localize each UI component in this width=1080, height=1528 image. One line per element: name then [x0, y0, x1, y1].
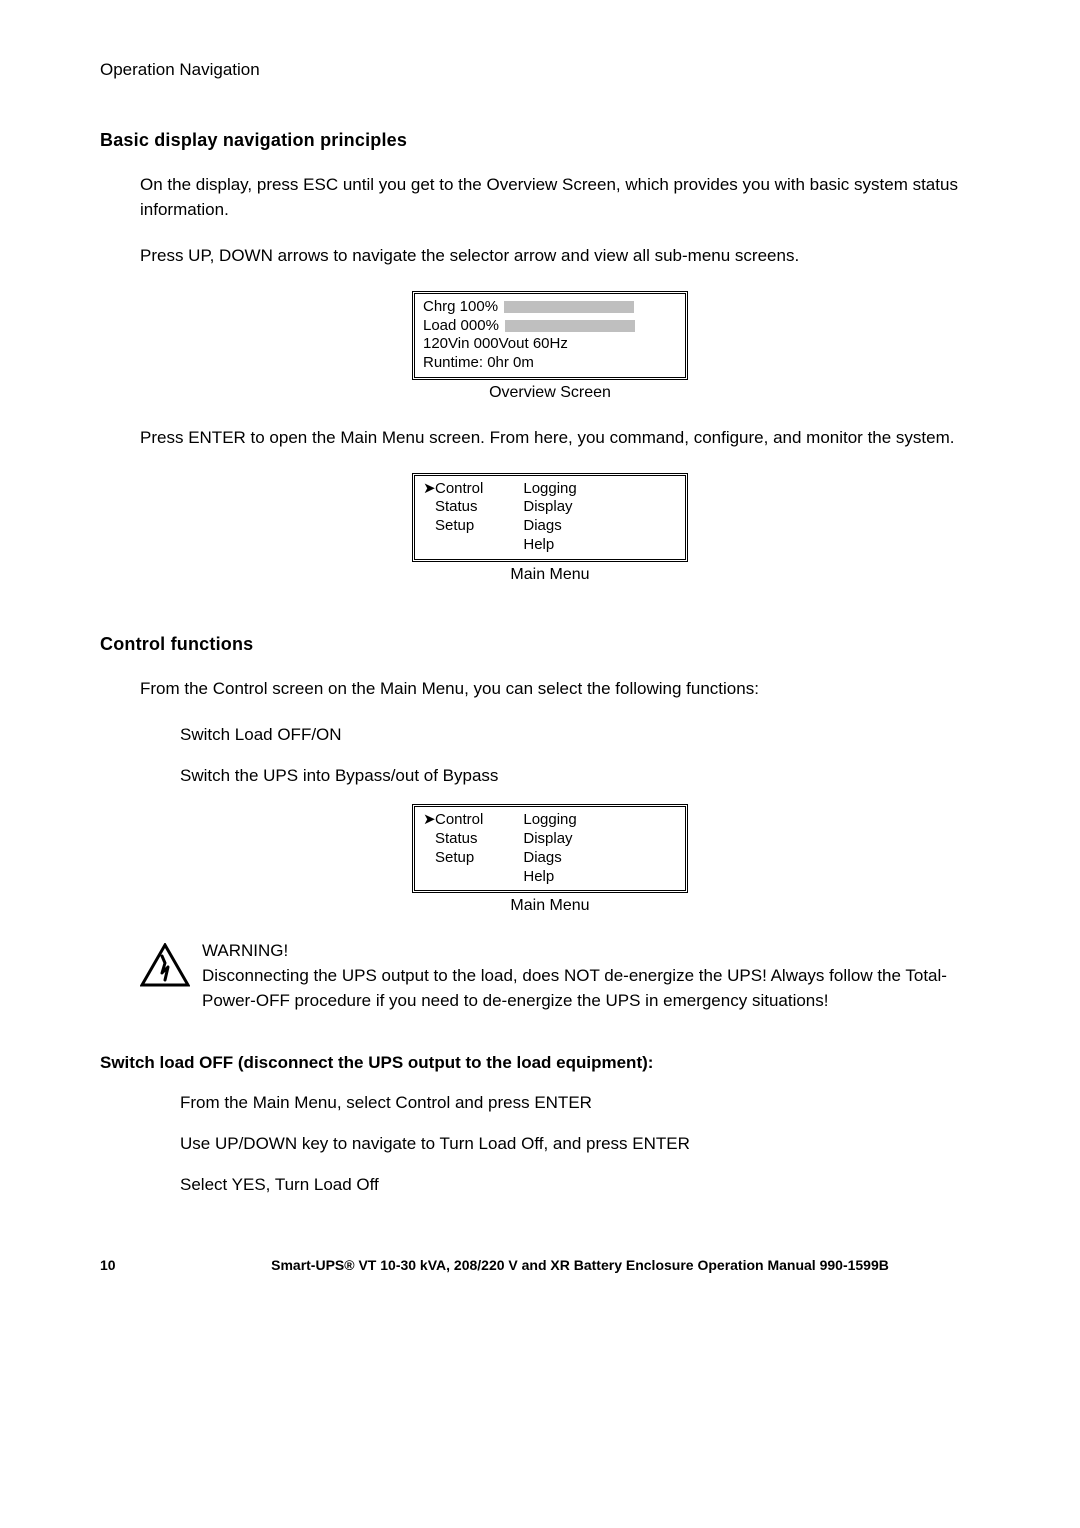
selector-arrow-icon: ➤: [423, 480, 435, 499]
warning-body: Disconnecting the UPS output to the load…: [202, 964, 1000, 1013]
lcd-line-load: Load 000%: [423, 317, 499, 336]
heading-basic-display-nav: Basic display navigation principles: [100, 130, 1000, 151]
lcd-overview-screen: Chrg 100% Load 000% 120Vin 000Vout 60Hz …: [100, 291, 1000, 402]
heading-control-functions: Control functions: [100, 634, 1000, 655]
list-item: Switch the UPS into Bypass/out of Bypass: [180, 764, 1000, 789]
lcd-line-chrg: Chrg 100%: [423, 298, 498, 317]
progress-bar-chrg: [504, 301, 634, 313]
lcd-main-menu-2: ➤Control Status Setup Logging Display Di…: [100, 804, 1000, 915]
footer-page-number: 10: [100, 1257, 160, 1273]
menu-item: Setup: [435, 517, 474, 534]
list-item: Switch Load OFF/ON: [180, 723, 1000, 748]
lcd-line-vin-vout: 120Vin 000Vout 60Hz: [423, 335, 677, 354]
paragraph: Press UP, DOWN arrows to navigate the se…: [140, 244, 1000, 269]
menu-item: Diags: [523, 849, 576, 868]
page-footer: 10 Smart-UPS® VT 10-30 kVA, 208/220 V an…: [100, 1257, 1000, 1273]
heading-switch-load-off: Switch load OFF (disconnect the UPS outp…: [100, 1053, 1000, 1073]
menu-item: Help: [523, 536, 576, 555]
menu-item: Logging: [523, 811, 576, 830]
paragraph: On the display, press ESC until you get …: [140, 173, 1000, 222]
warning-title: WARNING!: [202, 939, 1000, 964]
footer-title: Smart-UPS® VT 10-30 kVA, 208/220 V and X…: [160, 1257, 1000, 1273]
list-item: Use UP/DOWN key to navigate to Turn Load…: [180, 1132, 1000, 1157]
menu-item: Setup: [435, 849, 474, 866]
selector-arrow-icon: ➤: [423, 811, 435, 830]
menu-item: Help: [523, 868, 576, 887]
breadcrumb: Operation Navigation: [100, 60, 1000, 80]
lcd-line-runtime: Runtime: 0hr 0m: [423, 354, 677, 373]
menu-item: Diags: [523, 517, 576, 536]
text-fragment: ENTER to open the: [188, 428, 340, 447]
list-item: From the Main Menu, select Control and p…: [180, 1091, 1000, 1116]
text-fragment: Main Menu screen. From here, you command…: [340, 428, 954, 447]
menu-item: Status: [435, 498, 478, 515]
paragraph: From the Control screen on the Main Menu…: [140, 677, 1000, 702]
menu-item: Display: [523, 498, 576, 517]
menu-item: Control: [435, 811, 483, 828]
menu-item: Display: [523, 830, 576, 849]
lcd-caption: Main Menu: [510, 897, 589, 915]
lcd-caption: Main Menu: [510, 566, 589, 584]
warning-block: WARNING! Disconnecting the UPS output to…: [140, 939, 1000, 1013]
warning-triangle-icon: [140, 943, 190, 987]
text-fragment: Press: [140, 428, 188, 447]
menu-item: Status: [435, 830, 478, 847]
menu-item: Control: [435, 480, 483, 497]
list-item: Select YES, Turn Load Off: [180, 1173, 1000, 1198]
paragraph: Press ENTER to open the Main Menu screen…: [140, 426, 1000, 451]
menu-item: Logging: [523, 480, 576, 499]
progress-bar-load: [505, 320, 635, 332]
lcd-main-menu-1: ➤Control Status Setup Logging Display Di…: [100, 473, 1000, 584]
lcd-caption: Overview Screen: [489, 384, 611, 402]
